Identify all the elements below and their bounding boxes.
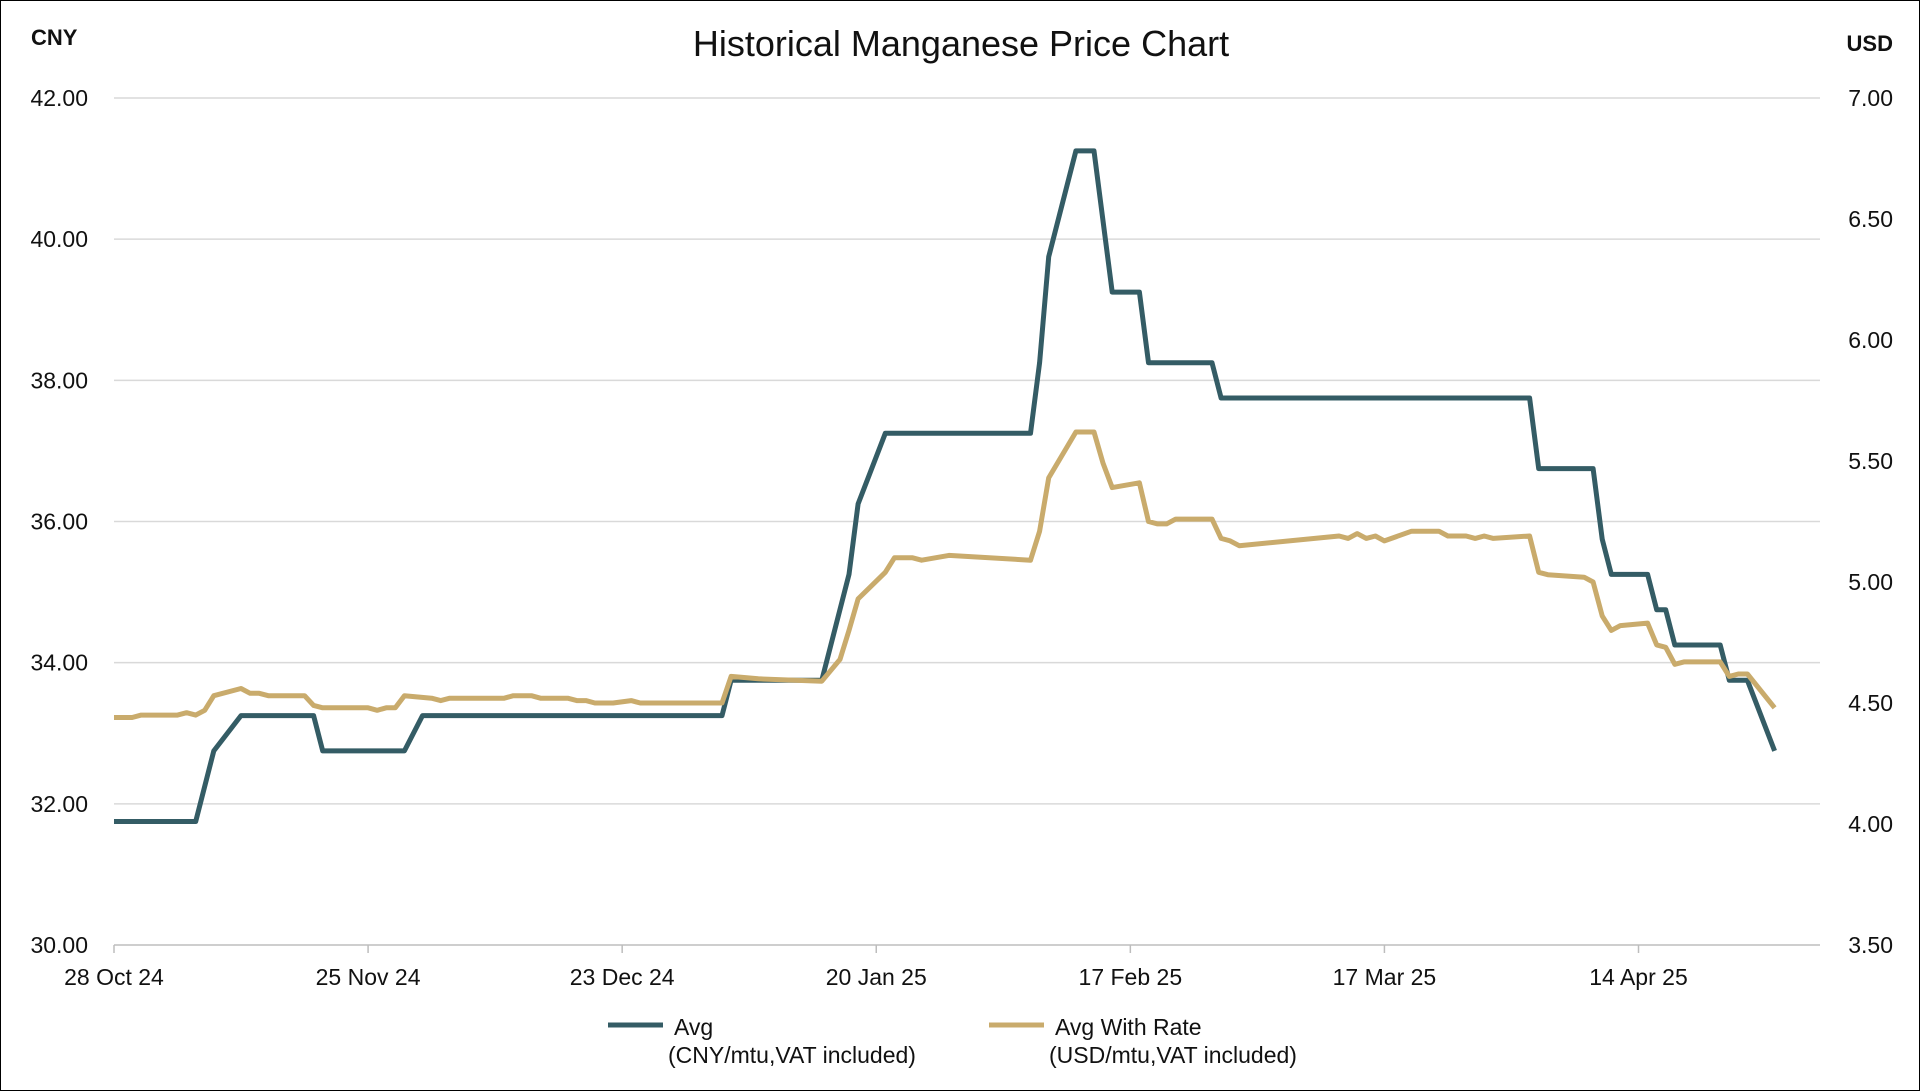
x-tick-label: 14 Apr 25: [1589, 964, 1687, 990]
right-tick-label: 3.50: [1848, 932, 1893, 958]
left-axis-unit-label: CNY: [31, 25, 78, 50]
x-tick-label: 17 Mar 25: [1333, 964, 1437, 990]
right-axis-ticks: 3.50 4.00 4.50 5.00 5.50 6.00 6.50 7.00: [1848, 85, 1893, 958]
right-tick-label: 5.00: [1848, 569, 1893, 595]
right-axis-unit-label: USD: [1847, 31, 1893, 56]
right-tick-label: 5.50: [1848, 448, 1893, 474]
series-line-avg: [114, 148, 1777, 824]
left-tick-label: 38.00: [30, 367, 88, 393]
x-tick-label: 20 Jan 25: [826, 964, 927, 990]
left-tick-label: 30.00: [30, 932, 88, 958]
legend-label: Avg: [674, 1014, 713, 1040]
series-line-avg-with-rate: [114, 429, 1777, 720]
left-tick-label: 36.00: [30, 509, 88, 535]
right-tick-label: 6.00: [1848, 327, 1893, 353]
x-axis: 28 Oct 24 25 Nov 24 23 Dec 24 20 Jan 25 17 F…: [64, 945, 1688, 990]
legend: Avg(CNY/mtu,VAT included) Avg With Rate(U…: [608, 1014, 1297, 1068]
legend-sublabel: (CNY/mtu,VAT included): [668, 1042, 916, 1068]
series-lines: [114, 148, 1777, 824]
left-tick-label: 34.00: [30, 650, 88, 676]
x-tick-label: 17 Feb 25: [1079, 964, 1183, 990]
x-tick-label: 23 Dec 24: [570, 964, 675, 990]
left-tick-label: 32.00: [30, 791, 88, 817]
right-tick-label: 4.00: [1848, 811, 1893, 837]
gridlines: [114, 97, 1820, 946]
right-tick-label: 7.00: [1848, 85, 1893, 111]
x-tick-label: 25 Nov 24: [316, 964, 421, 990]
legend-sublabel: (USD/mtu,VAT included): [1049, 1042, 1297, 1068]
x-tick-label: 28 Oct 24: [64, 964, 164, 990]
left-axis-ticks: 30.00 32.00 34.00 36.00 38.00 40.00 42.00: [30, 85, 88, 958]
right-tick-label: 6.50: [1848, 206, 1893, 232]
left-tick-label: 42.00: [30, 85, 88, 111]
chart-title: Historical Manganese Price Chart: [693, 23, 1229, 64]
right-tick-label: 4.50: [1848, 690, 1893, 716]
legend-label: Avg With Rate: [1055, 1014, 1202, 1040]
left-tick-label: 40.00: [30, 226, 88, 252]
